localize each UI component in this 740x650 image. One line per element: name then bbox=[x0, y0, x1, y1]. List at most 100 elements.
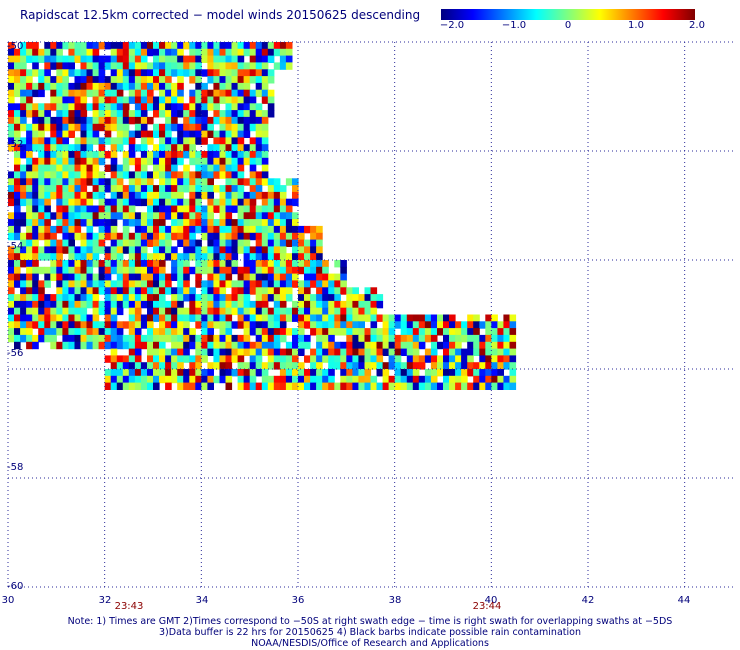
wind-diff-cell bbox=[147, 266, 154, 275]
wind-diff-cell bbox=[261, 116, 269, 125]
wind-diff-cell bbox=[213, 273, 220, 281]
wind-diff-cell bbox=[328, 321, 335, 329]
wind-diff-cell bbox=[237, 334, 245, 343]
wind-diff-cell bbox=[183, 232, 190, 241]
wind-diff-cell bbox=[388, 321, 396, 329]
wind-diff-cell bbox=[364, 341, 372, 350]
wind-diff-cell bbox=[8, 314, 15, 322]
wind-diff-cell bbox=[503, 362, 510, 370]
wind-diff-cell bbox=[243, 110, 251, 118]
wind-diff-cell bbox=[201, 137, 208, 145]
wind-diff-cell bbox=[110, 144, 118, 152]
wind-diff-cell bbox=[364, 355, 372, 363]
wind-diff-cell bbox=[177, 355, 184, 363]
wind-diff-cell bbox=[189, 362, 196, 370]
wind-diff-cell bbox=[134, 110, 142, 118]
wind-diff-cell bbox=[273, 382, 281, 390]
wind-diff-cell bbox=[116, 334, 124, 343]
wind-diff-cell bbox=[237, 369, 245, 377]
wind-diff-cell bbox=[38, 253, 45, 261]
wind-diff-cell bbox=[80, 246, 88, 254]
wind-diff-cell bbox=[213, 137, 220, 145]
wind-diff-cell bbox=[50, 239, 57, 247]
wind-diff-cell bbox=[394, 321, 402, 329]
wind-diff-cell bbox=[231, 266, 239, 275]
wind-diff-cell bbox=[92, 273, 100, 281]
wind-diff-cell bbox=[128, 171, 136, 179]
wind-diff-cell bbox=[358, 294, 365, 302]
wind-diff-cell bbox=[340, 321, 347, 329]
wind-diff-cell bbox=[370, 300, 378, 309]
wind-diff-cell bbox=[406, 362, 414, 370]
wind-diff-cell bbox=[50, 151, 57, 159]
wind-diff-cell bbox=[62, 178, 69, 186]
wind-diff-cell bbox=[285, 219, 293, 227]
wind-diff-cell bbox=[509, 321, 517, 329]
wind-diff-cell bbox=[134, 116, 142, 125]
wind-diff-cell bbox=[340, 382, 347, 390]
wind-diff-cell bbox=[213, 116, 220, 125]
wind-diff-cell bbox=[485, 382, 492, 390]
wind-diff-cell bbox=[207, 123, 214, 132]
wind-diff-cell bbox=[80, 123, 88, 132]
wind-diff-cell bbox=[8, 321, 15, 329]
wind-diff-cell bbox=[485, 321, 492, 329]
wind-diff-cell bbox=[189, 219, 196, 227]
wind-diff-cell bbox=[249, 151, 257, 159]
wind-diff-cell bbox=[195, 205, 202, 213]
wind-diff-cell bbox=[261, 171, 269, 179]
wind-diff-cell bbox=[304, 307, 311, 316]
wind-diff-cell bbox=[134, 185, 142, 193]
wind-diff-cell bbox=[147, 151, 154, 159]
wind-diff-cell bbox=[56, 178, 63, 186]
wind-diff-cell bbox=[292, 362, 299, 370]
wind-diff-cell bbox=[231, 239, 239, 247]
wind-diff-cell bbox=[189, 96, 196, 104]
wind-diff-cell bbox=[98, 328, 106, 336]
wind-diff-cell bbox=[110, 334, 118, 343]
wind-diff-cell bbox=[279, 314, 287, 322]
wind-diff-cell bbox=[14, 178, 21, 186]
wind-diff-cell bbox=[26, 191, 33, 200]
wind-diff-cell bbox=[110, 191, 118, 200]
wind-diff-cell bbox=[116, 89, 124, 98]
wind-diff-cell bbox=[497, 375, 504, 384]
wind-diff-cell bbox=[255, 55, 263, 63]
wind-diff-cell bbox=[26, 96, 33, 104]
wind-diff-cell bbox=[110, 116, 118, 125]
wind-diff-cell bbox=[243, 225, 251, 234]
wind-diff-cell bbox=[116, 321, 124, 329]
wind-diff-cell bbox=[189, 89, 196, 98]
wind-diff-cell bbox=[177, 96, 184, 104]
wind-diff-cell bbox=[26, 89, 33, 98]
wind-diff-cell bbox=[285, 239, 293, 247]
wind-diff-cell bbox=[153, 362, 160, 370]
wind-diff-cell bbox=[74, 89, 82, 98]
wind-diff-cell bbox=[86, 123, 94, 132]
wind-diff-cell bbox=[74, 266, 82, 275]
wind-diff-cell bbox=[8, 280, 15, 288]
wind-diff-cell bbox=[38, 219, 45, 227]
wind-diff-cell bbox=[412, 341, 420, 350]
wind-diff-cell bbox=[128, 130, 136, 138]
wind-diff-cell bbox=[237, 123, 245, 132]
wind-diff-cell bbox=[110, 82, 118, 91]
wind-diff-cell bbox=[322, 314, 329, 322]
wind-diff-cell bbox=[273, 185, 281, 193]
wind-diff-cell bbox=[68, 334, 75, 343]
wind-diff-cell bbox=[92, 55, 100, 63]
wind-diff-cell bbox=[165, 42, 172, 50]
wind-diff-cell bbox=[32, 69, 39, 77]
wind-diff-cell bbox=[134, 69, 142, 77]
wind-diff-cell bbox=[8, 191, 15, 200]
wind-diff-cell bbox=[207, 55, 214, 63]
wind-diff-cell bbox=[201, 123, 208, 132]
wind-diff-cell bbox=[261, 382, 269, 390]
wind-diff-cell bbox=[8, 76, 15, 84]
wind-diff-cell bbox=[50, 321, 57, 329]
wind-diff-cell bbox=[237, 355, 245, 363]
wind-diff-cell bbox=[159, 273, 166, 281]
wind-diff-cell bbox=[50, 144, 57, 152]
wind-diff-cell bbox=[225, 219, 233, 227]
wind-diff-cell bbox=[171, 42, 178, 50]
